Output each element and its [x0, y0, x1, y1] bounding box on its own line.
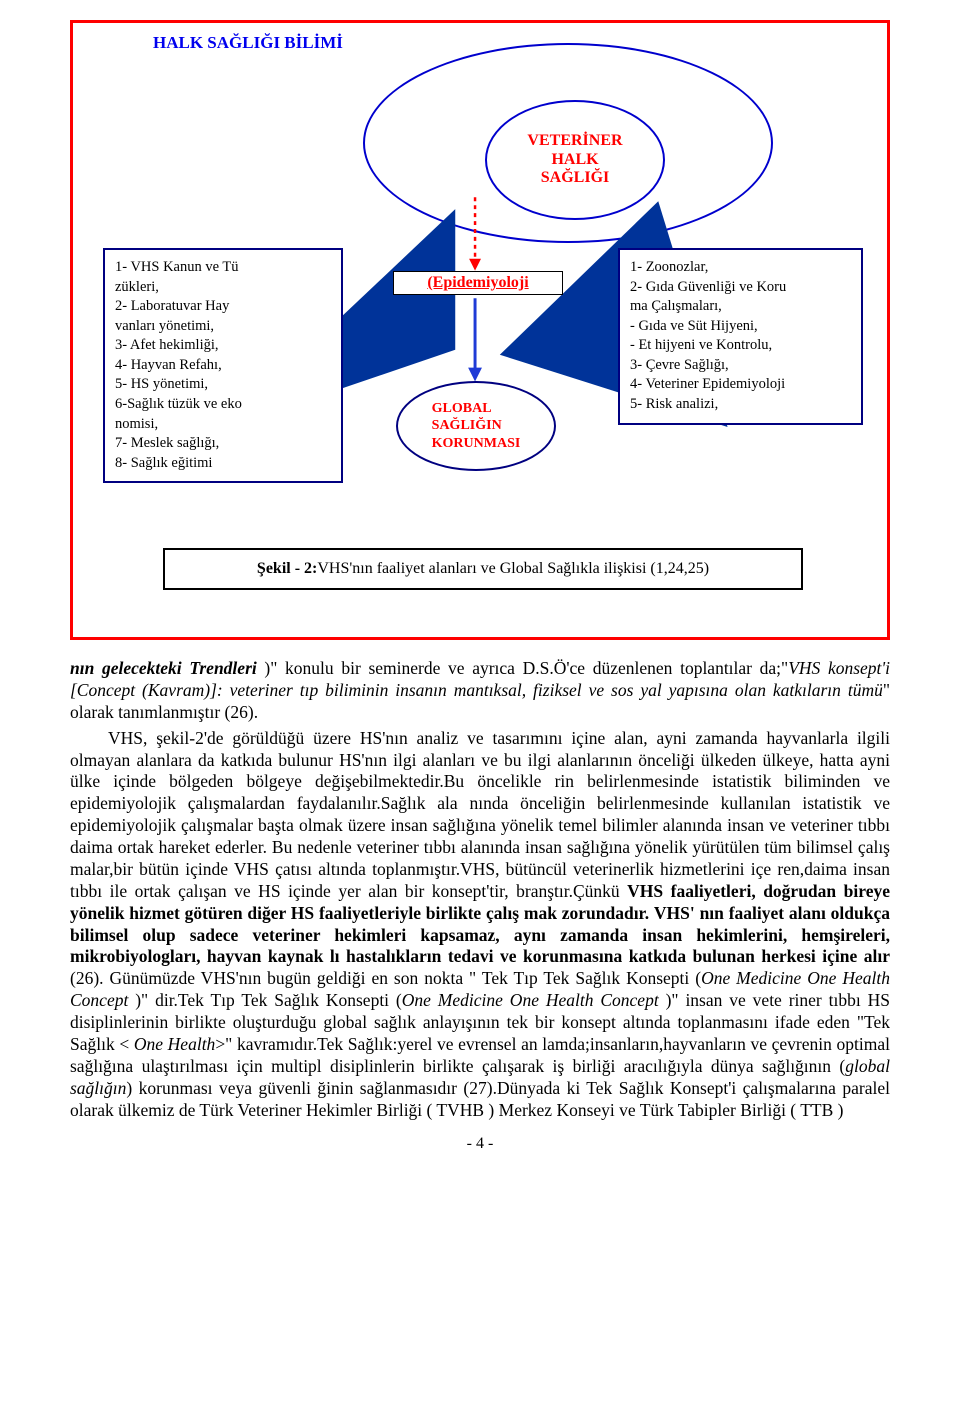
caption-prefix: Şekil - 2:: [257, 560, 317, 577]
inner-ellipse-line1: VETERİNER: [527, 132, 622, 150]
diagram-frame: HALK SAĞLIĞI BİLİMİ VETERİNER HALK SAĞLI…: [70, 20, 890, 640]
epi-label: (Epidemiyoloji: [393, 271, 563, 295]
list-item: nomisi,: [115, 415, 331, 435]
list-item: 1- VHS Kanun ve Tü: [115, 258, 331, 278]
list-item: 7- Meslek sağlığı,: [115, 434, 331, 454]
p1-lead: nın gelecekteki Trendleri: [70, 658, 257, 678]
list-item: 1- Zoonozlar,: [630, 258, 851, 278]
list-item: 2- Laboratuvar Hay: [115, 297, 331, 317]
list-item: 4- Hayvan Refahı,: [115, 356, 331, 376]
p2-i3: One Health: [134, 1034, 215, 1054]
p2-ai4: ) korunması veya güvenli ğinin sağlanmas…: [70, 1078, 890, 1120]
list-item: 3- Afet hekimliği,: [115, 336, 331, 356]
list-item: 2- Gıda Güvenliği ve Koru: [630, 278, 851, 298]
inner-ellipse: VETERİNER HALK SAĞLIĞI: [485, 100, 665, 220]
list-item: 5- Risk analizi,: [630, 395, 851, 415]
body-text: nın gelecekteki Trendleri )" konulu bir …: [70, 658, 890, 1121]
p2-ab: (26). Günümüzde VHS'nın bugün geldiği en…: [70, 968, 701, 988]
global-line2: SAĞLIĞIN: [432, 418, 502, 433]
diagram-title: HALK SAĞLIĞI BİLİMİ: [153, 33, 343, 53]
list-item: zükleri,: [115, 278, 331, 298]
list-item: 8- Sağlık eğitimi: [115, 454, 331, 474]
list-item: 4- Veteriner Epidemiyoloji: [630, 375, 851, 395]
list-item: - Gıda ve Süt Hijyeni,: [630, 317, 851, 337]
p2-i2: One Medicine One Health Concept: [402, 990, 659, 1010]
p2-ai1: )" dir.Tek Tıp Tek Sağlık Konsepti (: [128, 990, 401, 1010]
global-line1: GLOBAL: [432, 401, 492, 416]
left-list-box: 1- VHS Kanun ve Tü zükleri, 2- Laboratuv…: [103, 248, 343, 483]
list-item: 6-Sağlık tüzük ve eko: [115, 395, 331, 415]
p1-r1: )" konulu bir seminerde ve ayrıca D.S.Ö'…: [257, 658, 788, 678]
p2-a: VHS, şekil-2'de görüldüğü üzere HS'nın a…: [70, 728, 890, 901]
global-ellipse: GLOBAL SAĞLIĞIN KORUNMASI: [396, 381, 556, 471]
inner-ellipse-line3: SAĞLIĞI: [541, 169, 609, 187]
list-item: vanları yönetimi,: [115, 317, 331, 337]
list-item: 5- HS yönetimi,: [115, 375, 331, 395]
outer-ellipse: VETERİNER HALK SAĞLIĞI: [363, 43, 773, 243]
global-line3: KORUNMASI: [432, 436, 521, 451]
right-list-box: 1- Zoonozlar, 2- Gıda Güvenliği ve Koru …: [618, 248, 863, 425]
list-item: 3- Çevre Sağlığı,: [630, 356, 851, 376]
page-number: - 4 -: [70, 1135, 890, 1153]
list-item: ma Çalışmaları,: [630, 297, 851, 317]
inner-ellipse-line2: HALK: [551, 151, 598, 169]
figure-caption: Şekil - 2:VHS'nın faaliyet alanları ve G…: [163, 548, 803, 590]
list-item: - Et hijyeni ve Kontrolu,: [630, 336, 851, 356]
caption-rest: VHS'nın faaliyet alanları ve Global Sağl…: [317, 560, 709, 577]
